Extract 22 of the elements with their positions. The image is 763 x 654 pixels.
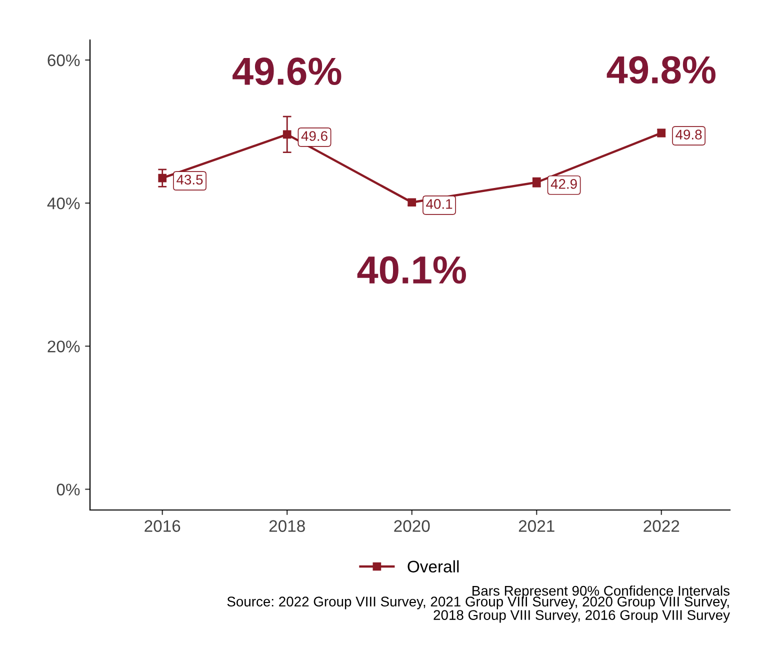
x-tick-label: 2018 [269,520,305,532]
annotation: 49.8% [606,56,716,84]
annotation: 49.6% [232,58,342,86]
annotation: 40.1% [357,256,466,284]
y-tick-label: 60% [48,54,80,66]
x-tick-label: 2020 [394,520,430,532]
x-tick-label: 2022 [644,520,680,532]
data-label: 40.1 [426,199,452,209]
data-label: 49.8 [676,130,702,140]
y-tick-label: 0% [56,484,80,496]
data-label: 42.9 [550,179,577,189]
source-note: Source: 2022 Group VIII Survey, 2021 Group VIII Survey, 2020 Group VIII Survey, 2018 Group VIII Survey, 2016 Group VIII Survey [227,596,730,623]
data-label: 43.5 [176,174,203,185]
x-tick-label: 2016 [144,520,180,532]
point [408,198,416,207]
y-tick-label: 40% [47,198,80,210]
y-tick-label: 20% [48,340,80,352]
point [282,130,292,139]
legend-label: Overall [408,560,459,572]
data-label: 49.6 [301,131,328,141]
x-tick-label: 2021 [518,520,554,532]
point [158,174,167,182]
